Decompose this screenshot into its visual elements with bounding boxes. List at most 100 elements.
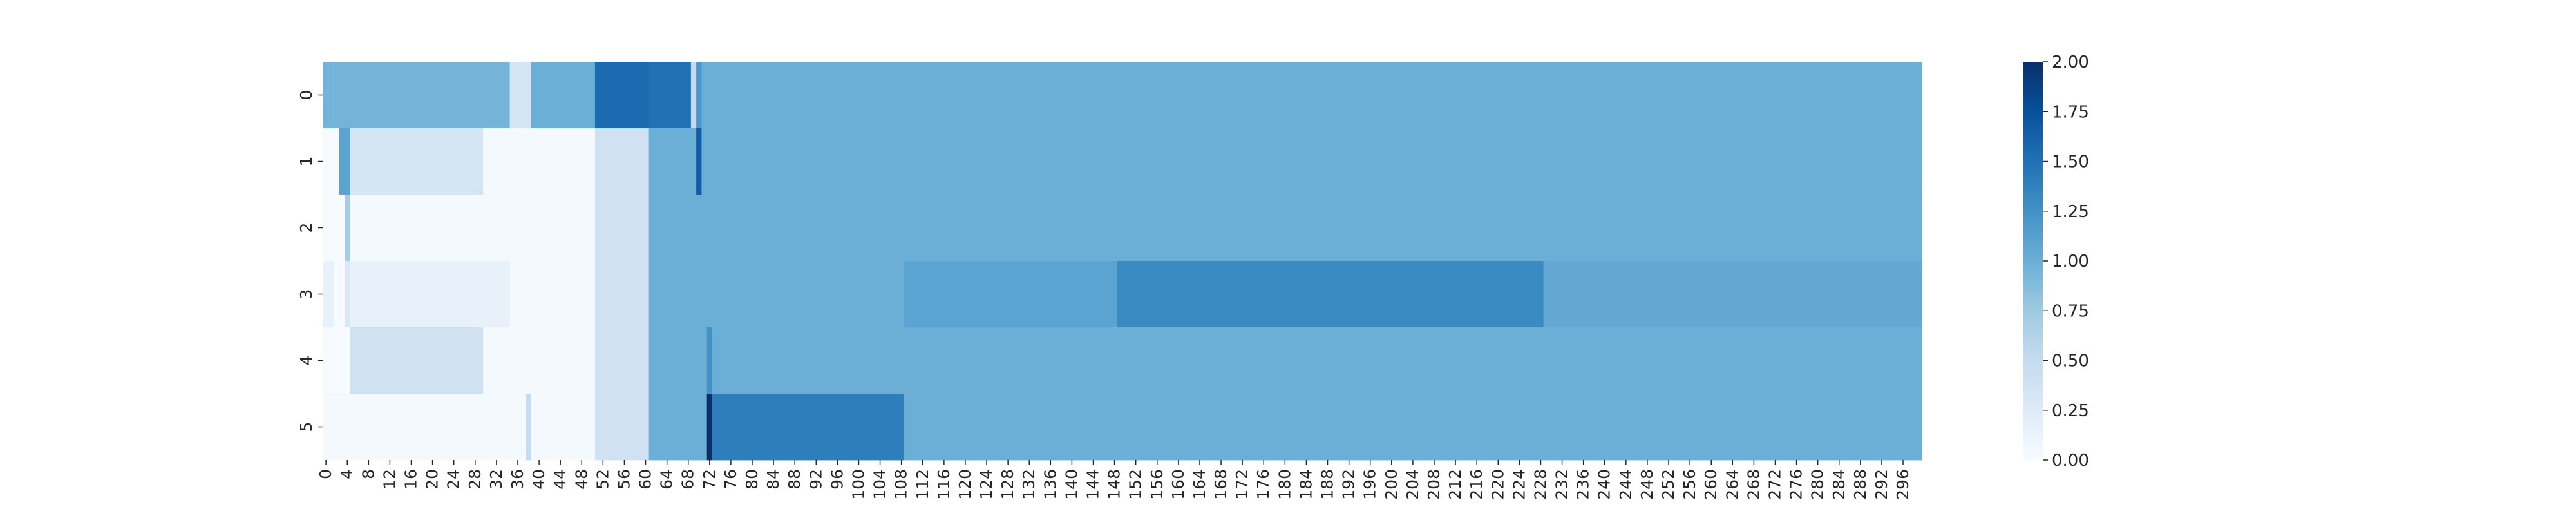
heatmap-cell (594, 128, 649, 195)
heatmap-cell (1543, 261, 1922, 328)
x-tick-label: 104 (871, 469, 889, 500)
y-tick-label: 3 (297, 289, 316, 300)
x-tick-label: 276 (1787, 469, 1806, 500)
x-tick-label: 296 (1893, 469, 1912, 500)
x-tick-label: 16 (402, 469, 421, 490)
x-tick-label: 180 (1275, 469, 1294, 500)
x-tick-label: 128 (998, 469, 1017, 500)
heatmap-cells (323, 62, 1922, 461)
x-tick-label: 168 (1211, 469, 1230, 500)
colorbar-tick-label: 0.00 (2052, 451, 2089, 470)
x-tick-label: 144 (1083, 469, 1102, 500)
x-tick-label: 256 (1680, 469, 1699, 500)
heatmap-cell (648, 195, 1922, 262)
x-tick-label: 4 (337, 469, 356, 479)
heatmap-cell (350, 261, 510, 328)
x-tick-label: 248 (1638, 469, 1656, 500)
x-tick-label: 88 (785, 469, 804, 490)
colorbar-tick-label: 0.75 (2052, 302, 2089, 321)
x-tick-label: 252 (1659, 469, 1678, 500)
heatmap-cell (712, 394, 905, 461)
x-tick-label: 212 (1446, 469, 1464, 500)
heatmap-cell (712, 327, 1922, 394)
heatmap-cell (509, 261, 596, 328)
x-tick-label: 124 (977, 469, 996, 500)
heatmap-cell (696, 128, 702, 195)
heatmap-cell (706, 327, 713, 394)
x-tick-label: 56 (614, 469, 633, 490)
x-tick-label: 52 (593, 469, 612, 490)
heatmap-cell (350, 128, 484, 195)
x-tick-label: 36 (508, 469, 527, 490)
x-tick-label: 196 (1361, 469, 1379, 500)
x-tick-label: 160 (1169, 469, 1188, 500)
x-tick-label: 272 (1765, 469, 1784, 500)
heatmap-cell (648, 261, 905, 328)
y-axis: 0 1 2 3 4 5 (297, 90, 323, 432)
heatmap-cell (350, 195, 596, 262)
colorbar-tick-label: 1.25 (2052, 202, 2089, 222)
x-tick-label: 148 (1105, 469, 1124, 500)
colorbar-gradient (2023, 62, 2043, 460)
heatmap-cell (345, 261, 350, 328)
heatmap-cell (323, 327, 350, 394)
heatmap-cell (531, 62, 596, 129)
heatmap-cell (483, 128, 596, 195)
x-tick-label: 20 (423, 469, 442, 490)
heatmap-cell (334, 261, 345, 328)
heatmap-row-4 (323, 327, 1922, 394)
x-tick-label: 112 (913, 469, 932, 500)
heatmap-cell (594, 195, 649, 262)
heatmap-row-1 (323, 128, 1922, 195)
x-tick-label: 216 (1467, 469, 1486, 500)
y-tick-label: 0 (297, 90, 316, 101)
x-tick-label: 264 (1723, 469, 1741, 500)
heatmap-cell (648, 394, 708, 461)
x-tick-label: 48 (572, 469, 591, 490)
x-tick-label: 40 (529, 469, 548, 490)
x-tick-label: 12 (380, 469, 399, 490)
x-tick-label: 220 (1488, 469, 1507, 500)
x-tick-label: 108 (892, 469, 911, 500)
x-tick-label: 120 (956, 469, 974, 500)
x-tick-label: 92 (806, 469, 825, 490)
y-tick-label: 1 (297, 157, 316, 167)
x-tick-label: 44 (551, 469, 569, 490)
x-tick-label: 192 (1340, 469, 1358, 500)
heatmap-cell (509, 62, 532, 129)
x-tick-label: 224 (1510, 469, 1528, 500)
x-tick-label: 284 (1830, 469, 1848, 500)
x-tick-label: 228 (1531, 469, 1549, 500)
x-tick-label: 208 (1425, 469, 1443, 500)
x-tick-label: 76 (721, 469, 740, 490)
x-tick-label: 232 (1553, 469, 1571, 500)
x-tick-label: 136 (1041, 469, 1059, 500)
y-tick-label: 4 (297, 356, 316, 366)
heatmap-cell (350, 327, 484, 394)
x-tick-label: 260 (1701, 469, 1720, 500)
x-tick-label: 268 (1744, 469, 1763, 500)
x-tick-label: 64 (658, 469, 676, 490)
heatmap-cell (1117, 261, 1544, 328)
x-tick-label: 116 (934, 469, 953, 500)
colorbar-tick-label: 1.00 (2052, 252, 2089, 271)
x-tick-label: 28 (466, 469, 484, 490)
heatmap-cell (323, 62, 334, 129)
heatmap-row-2 (323, 195, 1922, 262)
heatmap-row-0 (323, 62, 1922, 129)
x-tick-label: 100 (849, 469, 867, 500)
heatmap-cell (594, 394, 649, 461)
y-tick-label: 2 (297, 223, 316, 233)
x-tick-label: 80 (743, 469, 761, 490)
y-tick-label: 5 (297, 422, 316, 432)
x-tick-label: 240 (1595, 469, 1614, 500)
x-tick-label: 204 (1403, 469, 1422, 500)
colorbar-tick-label: 2.00 (2052, 53, 2089, 72)
x-tick-label: 200 (1382, 469, 1401, 500)
x-tick-label: 156 (1148, 469, 1166, 500)
heatmap-row-5 (323, 394, 1922, 461)
x-tick-label: 244 (1616, 469, 1635, 500)
x-tick-label: 32 (487, 469, 506, 490)
